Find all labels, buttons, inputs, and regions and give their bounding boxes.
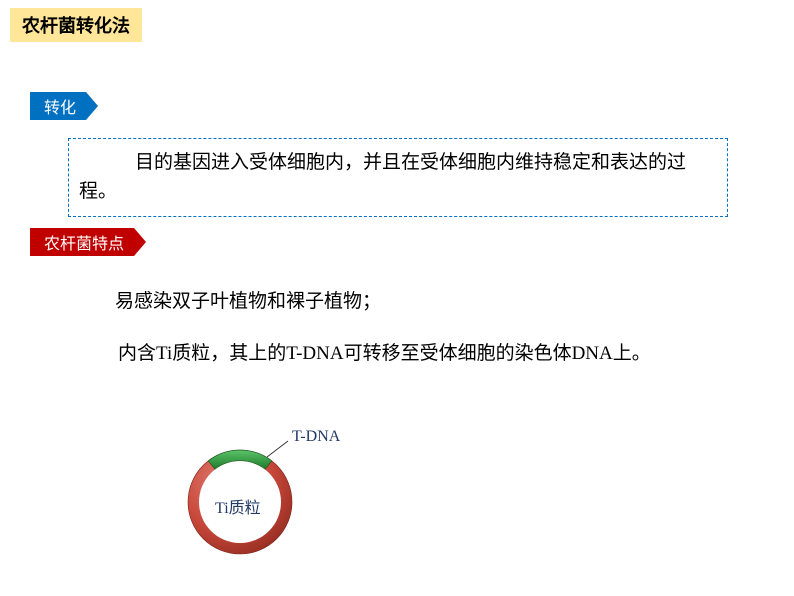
definition-box: 目的基因进入受体细胞内，并且在受体细胞内维持稳定和表达的过程。 [68, 138, 728, 217]
section-transformation-label: 转化 [30, 92, 98, 120]
feature-point-1: 易感染双子叶植物和裸子植物； [115, 288, 381, 317]
page-title: 农杆菌转化法 [10, 8, 142, 42]
definition-text: 目的基因进入受体细胞内，并且在受体细胞内维持稳定和表达的过程。 [79, 152, 686, 202]
arrow-point-icon [134, 228, 146, 256]
arrow-point-icon [86, 92, 98, 120]
ti-plasmid-label: Ti质粒 [215, 494, 261, 518]
feature-point-2: 内含Ti质粒，其上的T-DNA可转移至受体细胞的染色体DNA上。 [118, 340, 651, 369]
section-transformation-label-text: 转化 [30, 92, 86, 120]
section-features-label: 农杆菌特点 [30, 228, 146, 256]
tdna-label: T-DNA [292, 428, 340, 446]
section-features-label-text: 农杆菌特点 [30, 228, 134, 256]
